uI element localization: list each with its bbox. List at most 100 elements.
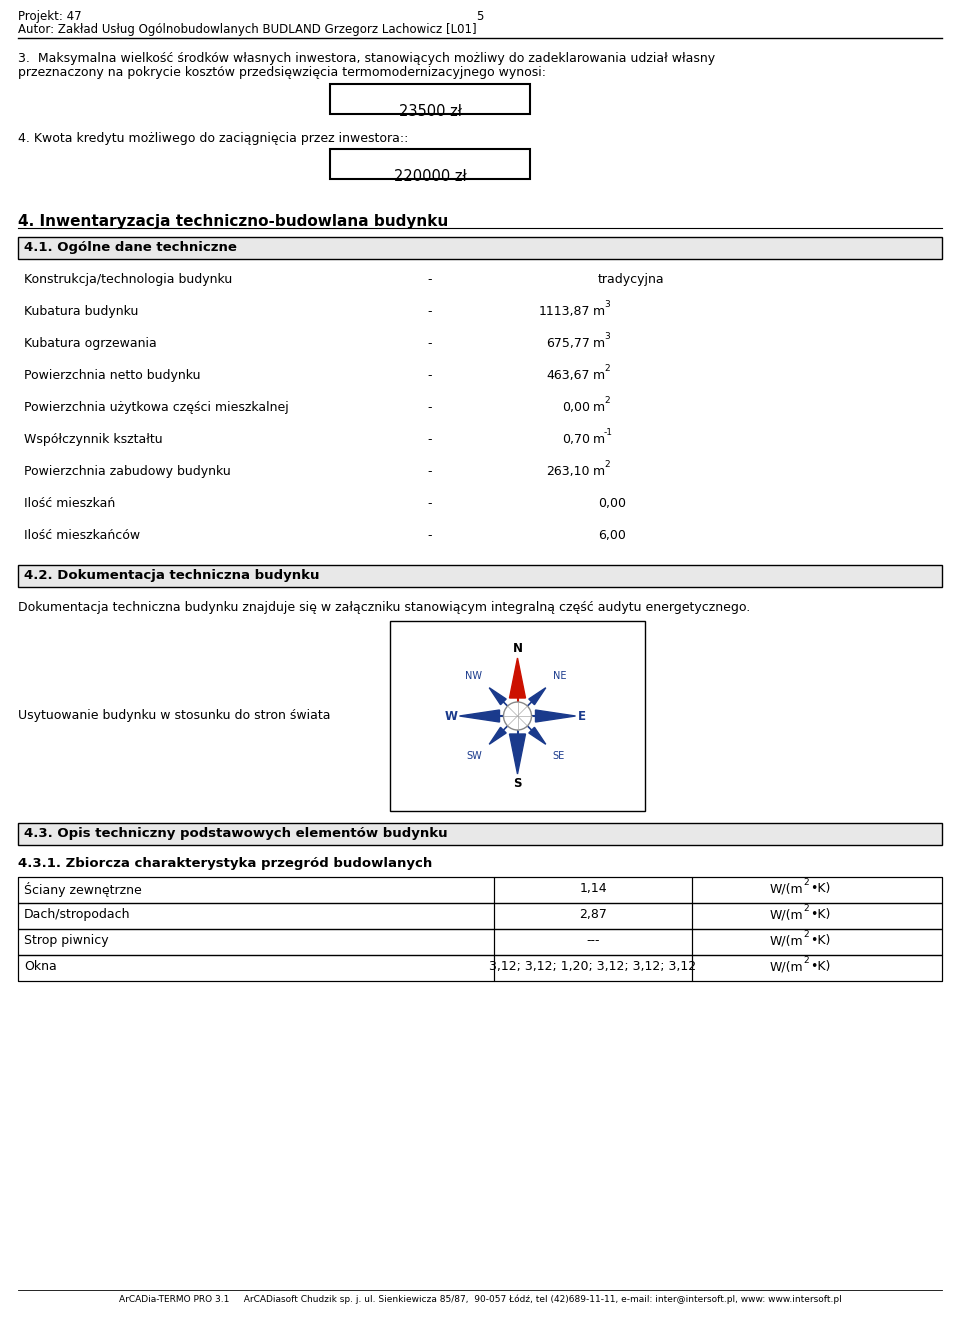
Text: W/(m: W/(m: [769, 960, 803, 973]
Polygon shape: [529, 727, 546, 744]
Text: 4.3.1. Zbiorcza charakterystyka przegród budowlanych: 4.3.1. Zbiorcza charakterystyka przegród…: [18, 857, 432, 871]
Text: E: E: [578, 710, 586, 723]
Text: Okna: Okna: [24, 960, 57, 973]
Text: Ściany zewnętrzne: Ściany zewnętrzne: [24, 882, 142, 897]
Text: -: -: [428, 466, 432, 477]
Bar: [18, 929, 942, 955]
Polygon shape: [510, 733, 525, 774]
Text: m: m: [593, 305, 605, 318]
Text: 263,10: 263,10: [546, 466, 590, 477]
Text: -: -: [428, 336, 432, 350]
Bar: [494, 904, 692, 929]
Text: 1113,87: 1113,87: [539, 305, 590, 318]
Text: Współczynnik kształtu: Współczynnik kształtu: [24, 433, 162, 446]
Bar: [18, 877, 942, 904]
Bar: [18, 237, 942, 259]
Text: Powierzchnia użytkowa części mieszkalnej: Powierzchnia użytkowa części mieszkalnej: [24, 401, 289, 414]
Text: 4. Inwentaryzacja techniczno-budowlana budynku: 4. Inwentaryzacja techniczno-budowlana b…: [18, 214, 448, 230]
Text: 4.2. Dokumentacja techniczna budynku: 4.2. Dokumentacja techniczna budynku: [24, 568, 320, 582]
Text: Autor: Zakład Usług Ogólnobudowlanych BUDLAND Grzegorz Lachowicz [L01]: Autor: Zakład Usług Ogólnobudowlanych BU…: [18, 22, 476, 36]
Polygon shape: [490, 687, 506, 704]
Text: -1: -1: [604, 427, 613, 437]
Text: Usytuowanie budynku w stosunku do stron świata: Usytuowanie budynku w stosunku do stron …: [18, 710, 330, 721]
Polygon shape: [510, 658, 525, 698]
Text: 2,87: 2,87: [579, 907, 607, 921]
Text: -: -: [428, 433, 432, 446]
Text: 0,00: 0,00: [598, 497, 626, 510]
Bar: [692, 955, 942, 981]
Text: W/(m: W/(m: [769, 907, 803, 921]
Text: 2: 2: [803, 930, 808, 939]
Text: Kubatura budynku: Kubatura budynku: [24, 305, 138, 318]
Text: 1,14: 1,14: [579, 882, 607, 896]
Text: Powierzchnia netto budynku: Powierzchnia netto budynku: [24, 369, 201, 383]
Bar: [494, 955, 692, 981]
Bar: [330, 84, 530, 113]
Text: -: -: [428, 369, 432, 383]
Text: -: -: [428, 529, 432, 542]
Text: 220000 zł: 220000 zł: [394, 169, 467, 183]
Polygon shape: [460, 710, 499, 721]
Text: ArCADia-TERMO PRO 3.1     ArCADiasoft Chudzik sp. j. ul. Sienkiewicza 85/87,  90: ArCADia-TERMO PRO 3.1 ArCADiasoft Chudzi…: [119, 1295, 841, 1304]
Bar: [18, 877, 494, 904]
Text: przeznaczony na pokrycie kosztów przedsięwzięcia termomodernizacyjnego wynosi:: przeznaczony na pokrycie kosztów przedsi…: [18, 66, 546, 79]
Bar: [18, 823, 942, 845]
Text: 4.3. Opis techniczny podstawowych elementów budynku: 4.3. Opis techniczny podstawowych elemen…: [24, 827, 447, 840]
Text: •K): •K): [810, 934, 830, 947]
Text: Dokumentacja techniczna budynku znajduje się w załączniku stanowiącym integralną: Dokumentacja techniczna budynku znajduje…: [18, 601, 751, 615]
Text: 3: 3: [604, 299, 610, 309]
Text: -: -: [428, 273, 432, 286]
Text: Dach/stropodach: Dach/stropodach: [24, 907, 131, 921]
Text: m: m: [593, 369, 605, 383]
Text: m: m: [593, 466, 605, 477]
Bar: [692, 877, 942, 904]
Text: m: m: [593, 336, 605, 350]
Text: 23500 zł: 23500 zł: [398, 104, 462, 119]
Text: N: N: [513, 642, 522, 656]
Bar: [18, 904, 494, 929]
Text: 3.  Maksymalna wielkość środków własnych inwestora, stanowiących możliwy do zade: 3. Maksymalna wielkość środków własnych …: [18, 51, 715, 65]
Text: •K): •K): [810, 882, 830, 896]
Text: 0,00: 0,00: [562, 401, 590, 414]
Text: W/(m: W/(m: [769, 882, 803, 896]
Text: -: -: [428, 305, 432, 318]
Circle shape: [503, 702, 532, 729]
Bar: [18, 565, 942, 587]
Polygon shape: [490, 727, 506, 744]
Text: Ilość mieszkańców: Ilość mieszkańców: [24, 529, 140, 542]
Text: ---: ---: [587, 934, 600, 947]
Text: 2: 2: [604, 396, 610, 405]
Bar: [18, 955, 494, 981]
Text: 463,67: 463,67: [546, 369, 590, 383]
Text: Konstrukcja/technologia budynku: Konstrukcja/technologia budynku: [24, 273, 232, 286]
Text: NW: NW: [466, 670, 482, 681]
Text: 2: 2: [803, 878, 808, 886]
Text: m: m: [593, 433, 605, 446]
Text: Projekt: 47: Projekt: 47: [18, 11, 82, 22]
Text: Powierzchnia zabudowy budynku: Powierzchnia zabudowy budynku: [24, 466, 230, 477]
Text: W: W: [444, 710, 458, 723]
Text: Kubatura ogrzewania: Kubatura ogrzewania: [24, 336, 156, 350]
Text: Ilość mieszkań: Ilość mieszkań: [24, 497, 115, 510]
Text: 2: 2: [604, 460, 610, 470]
Bar: [692, 929, 942, 955]
Polygon shape: [529, 687, 546, 704]
Text: NE: NE: [553, 670, 566, 681]
Bar: [494, 877, 692, 904]
Bar: [390, 621, 645, 811]
Text: -: -: [428, 401, 432, 414]
Bar: [18, 955, 942, 981]
Text: 4.1. Ogólne dane techniczne: 4.1. Ogólne dane techniczne: [24, 241, 237, 255]
Text: W/(m: W/(m: [769, 934, 803, 947]
Text: SW: SW: [467, 752, 482, 761]
Polygon shape: [536, 710, 575, 721]
Text: 0,70: 0,70: [562, 433, 590, 446]
Text: 5: 5: [476, 11, 484, 22]
Bar: [692, 904, 942, 929]
Text: 2: 2: [803, 904, 808, 913]
Text: 675,77: 675,77: [546, 336, 590, 350]
Text: 2: 2: [604, 364, 610, 373]
Bar: [330, 149, 530, 179]
Text: tradycyjna: tradycyjna: [598, 273, 664, 286]
Text: 6,00: 6,00: [598, 529, 626, 542]
